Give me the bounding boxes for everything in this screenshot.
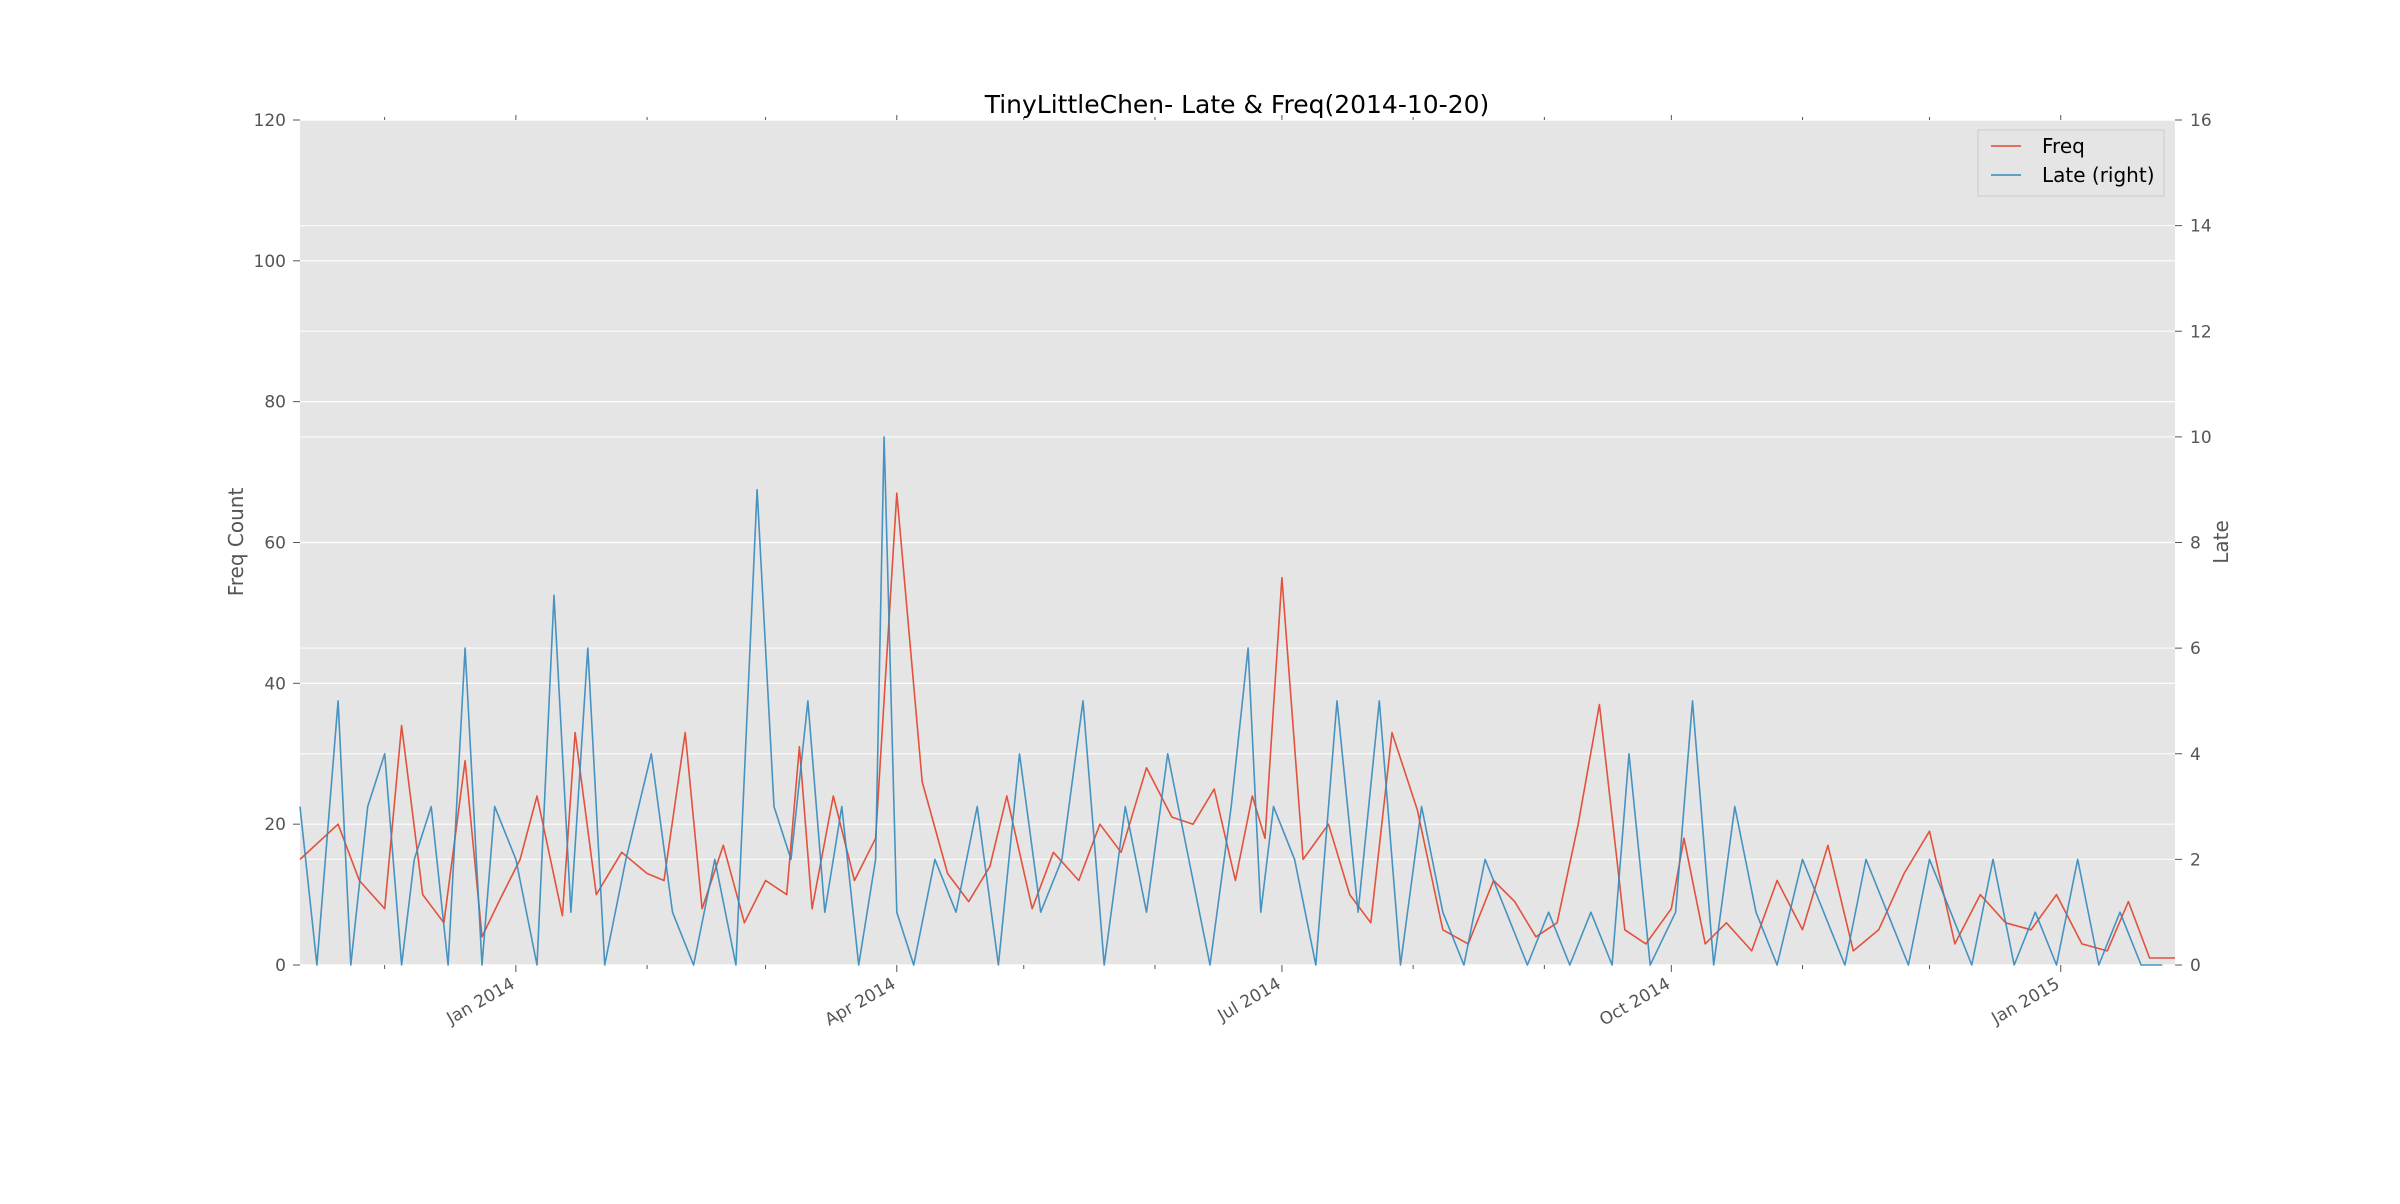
legend-box xyxy=(1977,129,2165,197)
y2-tick-label: 14 xyxy=(2190,217,2212,237)
y-tick-label: 80 xyxy=(264,393,286,413)
y-tick-label: 40 xyxy=(264,674,286,694)
x-tick-label: Apr 2014 xyxy=(822,974,900,1030)
y2-tick-label: 12 xyxy=(2190,322,2212,342)
x-tick-label: Jan 2015 xyxy=(1988,974,2064,1029)
chart-title: TinyLittleChen- Late & Freq(2014-10-20) xyxy=(984,90,1490,119)
y-tick-label: 20 xyxy=(264,815,286,835)
y2-tick-label: 4 xyxy=(2190,745,2201,765)
x-tick-label: Jan 2014 xyxy=(443,974,519,1029)
left-axis-label: Freq Count xyxy=(224,488,248,597)
right-axis-label: Late xyxy=(2209,520,2233,564)
x-tick-label: Oct 2014 xyxy=(1596,974,1674,1030)
legend-late-label: Late (right) xyxy=(2042,163,2155,187)
series-line-late xyxy=(299,436,2163,966)
y-tick-label: 120 xyxy=(254,111,286,131)
y-tick-label: 0 xyxy=(275,956,286,976)
y2-tick-label: 10 xyxy=(2190,428,2212,448)
x-tick-label: Jul 2014 xyxy=(1214,974,1285,1026)
legend: Freq Late (right) xyxy=(1977,129,2165,197)
y2-tick-label: 16 xyxy=(2190,111,2212,131)
y2-tick-label: 0 xyxy=(2190,956,2201,976)
y2-tick-label: 8 xyxy=(2190,534,2201,554)
y2-tick-label: 2 xyxy=(2190,850,2201,870)
y2-tick-label: 6 xyxy=(2190,639,2201,659)
series-lines xyxy=(299,436,2175,966)
y-tick-label: 100 xyxy=(254,252,286,272)
y-tick-label: 60 xyxy=(264,534,286,554)
legend-freq-label: Freq xyxy=(2042,134,2085,158)
